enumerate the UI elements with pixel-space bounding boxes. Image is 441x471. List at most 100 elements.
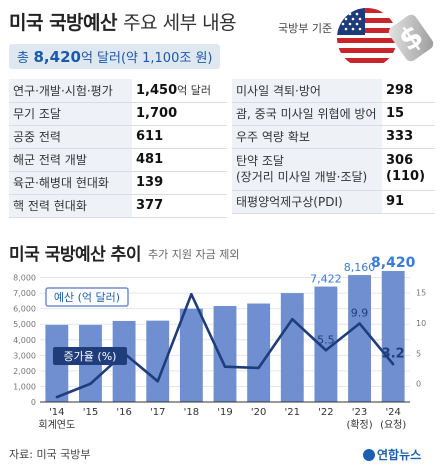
line-value-label: 5.5 <box>317 333 335 346</box>
item-value: 333 <box>382 125 435 149</box>
x-tick-label: '19 <box>217 407 232 418</box>
bar-value-label: 7,422 <box>310 273 342 286</box>
item-name: 미사일 격퇴·방어 <box>232 79 382 103</box>
item-name: 육군·해병대 현대화 <box>9 171 132 195</box>
item-name: 괌, 중국 미사일 위협에 방어 <box>232 102 382 126</box>
total-unit: 억 달러(약 1,100조 원) <box>80 51 213 66</box>
table-row: 연구·개발·시험·평가 1,450억 달러 <box>9 79 227 103</box>
x-tick-note: (확정) <box>346 419 372 431</box>
chart-note: 추가 지원 자금 제외 <box>148 248 240 261</box>
y-right-tick-label: 5 <box>416 349 421 358</box>
footer-source: 자료: 미국 국방부 <box>9 448 91 461</box>
x-tick-label: '23 <box>352 407 367 418</box>
item-value: 377 <box>132 194 227 218</box>
x-tick-label: '14 <box>49 407 64 418</box>
total-value: 8,420 <box>33 48 81 66</box>
brand-logo: 연합뉴스 <box>363 446 421 463</box>
line-value-label: 3.2 <box>382 346 405 361</box>
x-tick-label: '21 <box>285 407 300 418</box>
bar-value-label: 8,420 <box>371 255 416 271</box>
bar <box>146 320 170 402</box>
item-name: 연구·개발·시험·평가 <box>9 79 132 103</box>
item-value: 611 <box>132 125 227 149</box>
line-point <box>190 293 193 296</box>
bar <box>179 308 203 402</box>
legend-line-label: 증가율 (%) <box>64 350 117 363</box>
table-row: 해군 전력 개발 481 <box>9 148 227 172</box>
table-row: 탄약 조달 (장거리 미사일 개발·조달) 306 (110) <box>232 148 435 191</box>
line-point <box>156 380 159 383</box>
y-left-tick-label: 6,000 <box>13 305 36 314</box>
line-point <box>324 349 328 352</box>
item-name: 탄약 조달 (장거리 미사일 개발·조달) <box>232 148 382 191</box>
y-right-tick-label: 15 <box>416 288 426 297</box>
legend-bars-label: 예산 (억 달러) <box>54 291 120 304</box>
chart-title: 미국 국방예산 추이 <box>9 245 141 265</box>
bar <box>314 286 338 402</box>
x-tick-label: '15 <box>83 407 98 418</box>
y-right-tick-label: 10 <box>416 319 426 328</box>
item-name: 해군 전력 개발 <box>9 148 132 172</box>
y-left-tick-label: 4,000 <box>13 336 36 345</box>
y-left-tick-label: 5,000 <box>13 320 36 329</box>
y-left-tick-label: 7,000 <box>13 289 36 298</box>
table-row: 핵 전력 현대화 377 <box>9 194 227 218</box>
line-point <box>223 365 227 368</box>
budget-items-right-table: 미사일 격퇴·방어 298 괌, 중국 미사일 위협에 방어 15 우주 역량 … <box>232 79 435 214</box>
table-row: 공중 전력 611 <box>9 125 227 149</box>
x-tick-label: '18 <box>184 407 199 418</box>
line-point <box>257 366 260 370</box>
item-value: 139 <box>132 171 227 195</box>
x-tick-note: (요청) <box>380 419 406 431</box>
item-value: 91 <box>382 190 435 214</box>
item-name: 태평양억제구상(PDI) <box>232 190 382 214</box>
x-tick-label: '22 <box>318 407 333 418</box>
line-point <box>55 395 59 399</box>
x-tick-note: 회계연도 <box>38 419 75 431</box>
table-row: 우주 역량 확보 333 <box>232 125 435 149</box>
line-point <box>291 318 294 321</box>
bar <box>348 275 371 402</box>
x-tick-label: '24 <box>385 407 400 418</box>
y-left-tick-label: 1,000 <box>13 382 36 391</box>
table-row: 괌, 중국 미사일 위협에 방어 15 <box>232 102 435 126</box>
bar <box>280 293 304 402</box>
title-sub: 주요 세부 내용 <box>123 12 237 34</box>
item-name: 공중 전력 <box>9 125 132 149</box>
table-row: 육군·해병대 현대화 139 <box>9 171 227 195</box>
title-main: 미국 국방예산 <box>9 12 118 34</box>
source-note: 국방부 기준 <box>278 22 333 35</box>
y-left-tick-label: 2,000 <box>13 367 36 376</box>
table-row: 미사일 격퇴·방어 298 <box>232 79 435 103</box>
item-value: 15 <box>382 102 435 126</box>
us-flag-dollar-icon: $ <box>337 8 434 68</box>
yonhap-globe-icon <box>363 449 375 461</box>
table-row: 무기 조달 1,700 <box>9 102 227 126</box>
line-point <box>89 382 92 385</box>
line-point <box>358 322 361 325</box>
item-value: 1,450억 달러 <box>132 79 227 103</box>
y-left-tick-label: 0 <box>31 398 36 407</box>
bar <box>247 303 271 402</box>
x-tick-label: '20 <box>251 407 266 418</box>
total-label: 총 <box>17 51 29 66</box>
y-left-tick-label: 8,000 <box>13 274 36 283</box>
x-tick-label: '16 <box>116 407 131 418</box>
item-name: 핵 전력 현대화 <box>9 194 132 218</box>
brand-name: 연합뉴스 <box>377 448 422 462</box>
item-name: 우주 역량 확보 <box>232 125 382 149</box>
bar-value-label: 8,160 <box>344 261 376 274</box>
line-value-label: 9.9 <box>351 306 369 319</box>
bar <box>213 306 237 402</box>
item-name: 무기 조달 <box>9 102 132 126</box>
legend-line-box <box>53 347 127 365</box>
y-left-tick-label: 3,000 <box>13 351 36 360</box>
bar <box>381 271 405 402</box>
item-value: 298 <box>382 79 435 103</box>
total-budget-badge: 총 8,420억 달러(약 1,100조 원) <box>9 44 221 69</box>
line-point <box>391 363 395 366</box>
budget-items-left-table: 연구·개발·시험·평가 1,450억 달러 무기 조달 1,700 공중 전력 … <box>9 79 227 218</box>
item-value: 1,700 <box>132 102 227 126</box>
item-value: 306 (110) <box>382 148 435 191</box>
